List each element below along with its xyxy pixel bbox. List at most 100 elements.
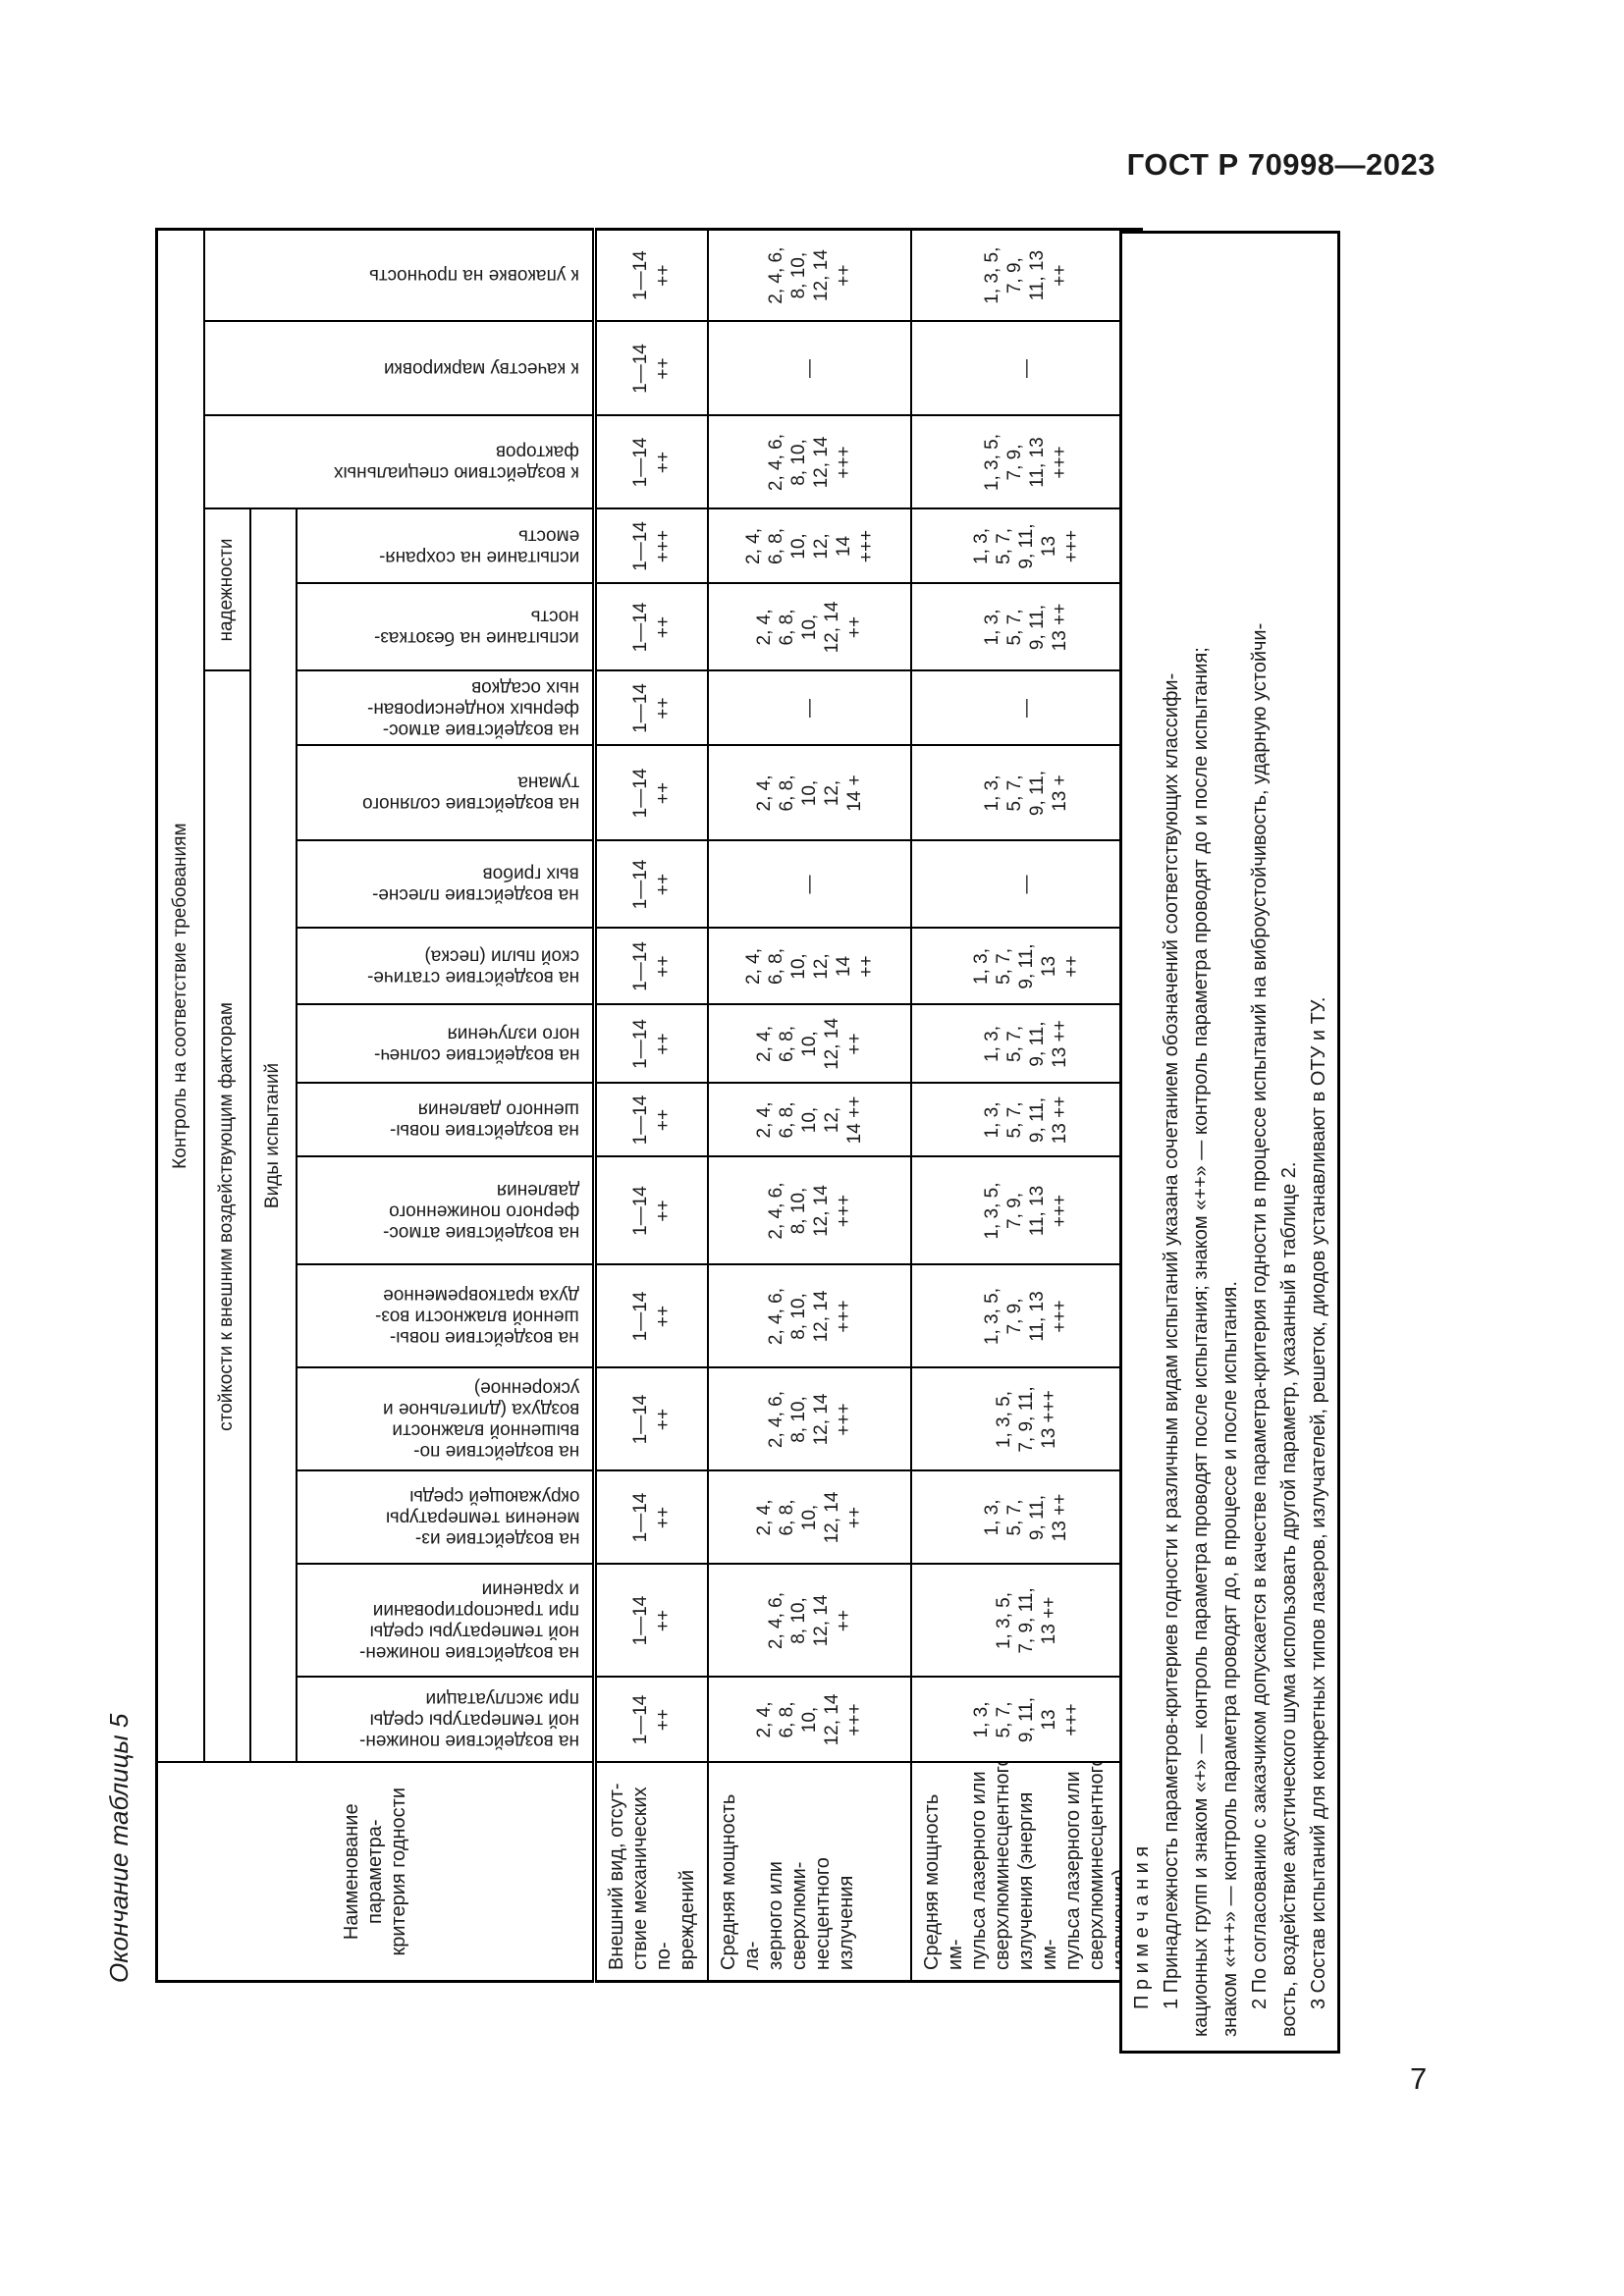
col-header-marking-quality: к качеству маркировки xyxy=(203,321,595,416)
data-cell: 1—14 ++ xyxy=(594,1677,708,1763)
col-header-storability-label: испытание на сохраня- емость xyxy=(378,525,579,568)
data-cell: 1—14 ++ xyxy=(594,1156,708,1265)
group-header-control: Контроль на соответствие требованиям xyxy=(156,229,204,1763)
note-item-1: 1 Принадлежность параметров-критериев го… xyxy=(1161,647,1241,2037)
col-header-salt-fog-label: на воздействие соляного тумана xyxy=(361,773,579,815)
table-row-pulse-power: Средняя мощность им- пульса лазерного ил… xyxy=(911,229,1142,1982)
data-cell: — xyxy=(911,321,1142,416)
data-cell: — xyxy=(708,670,911,746)
col-header-temp-change-label: на воздействие из- менения температуры о… xyxy=(385,1486,579,1550)
data-cell: 1—14 ++ xyxy=(594,1264,708,1368)
col-header-high-pressure-label: на воздействие повы- шенного давления xyxy=(390,1099,579,1142)
data-cell: 2, 4, 6, 8, 10, 12, 14 +++ xyxy=(708,508,911,584)
group-header-test-kinds: Виды испытаний xyxy=(249,508,297,1763)
data-cell: 1, 3, 5, 7, 9, 11, 13 ++ xyxy=(911,583,1142,671)
col-header-static-dust: на воздействие статиче- ской пыли (песка… xyxy=(296,928,595,1005)
col-header-packing-strength: к упаковке на прочность xyxy=(203,229,595,322)
notes-heading: П р и м е ч а н и я xyxy=(1131,1845,1153,2009)
col-header-special-factors-label: к воздействию специальных факторов xyxy=(334,442,579,484)
page-number: 7 xyxy=(1410,2061,1428,2096)
col-header-salt-fog: на воздействие соляного тумана xyxy=(296,745,595,841)
col-header-parameter-name: Наименование параметра- критерия годност… xyxy=(156,1762,595,1982)
table-row-appearance: Внешний вид, отсут- ствие механических п… xyxy=(594,229,708,1982)
data-cell: 2, 4, 6, 8, 10, 12, 14 ++ xyxy=(708,229,911,322)
data-cell: 1, 3, 5, 7, 9, 11, 13 ++ xyxy=(911,1564,1142,1678)
data-cell: 1—14 ++ xyxy=(594,321,708,416)
data-cell: — xyxy=(708,840,911,929)
data-cell: 1—14 ++ xyxy=(594,1470,708,1565)
col-header-mold-fungi-label: на воздействие плесне- вых грибов xyxy=(372,864,579,906)
data-cell: 2, 4, 6, 8, 10, 12, 14 +++ xyxy=(708,415,911,509)
header-row-group: Наименование параметра- критерия годност… xyxy=(156,229,595,1982)
col-header-low-pressure: на воздействие атмос- ферного пониженног… xyxy=(296,1156,595,1265)
data-cell: 2, 4, 6, 8, 10, 12, 14 ++ xyxy=(708,928,911,1005)
col-header-failure-free-label: испытание на безотказ- ность xyxy=(374,607,579,649)
note-item-3: 3 Состав испытаний для конкретных типов … xyxy=(1308,996,1329,2009)
data-cell: 2, 4, 6, 8, 10, 12, 14 + xyxy=(708,745,911,841)
col-header-storability: испытание на сохраня- емость xyxy=(296,508,595,584)
data-cell: 1—14 ++ xyxy=(594,670,708,746)
data-cell: 2, 4, 6, 8, 10, 12, 14 ++ xyxy=(708,1564,911,1678)
note-item-2: 2 По согласованию с заказчиком допускает… xyxy=(1249,622,1300,2037)
fitness-criteria-control-table: Наименование параметра- критерия годност… xyxy=(155,227,1143,1983)
col-header-special-factors: к воздействию специальных факторов xyxy=(203,415,595,509)
data-cell: — xyxy=(911,840,1142,929)
data-cell: 1—14 ++ xyxy=(594,229,708,322)
data-cell: 1—14 ++ xyxy=(594,583,708,671)
data-cell: 1, 3, 5, 7, 9, 11, 13 ++ xyxy=(911,1083,1142,1157)
group-header-resistance: стойкости к внешним воздействующим факто… xyxy=(203,670,250,1763)
col-header-precipitation: на воздействие атмос- ферных конденсиров… xyxy=(296,670,595,746)
data-cell: 1—14 ++ xyxy=(594,1004,708,1084)
standard-reference: ГОСТ Р 70998—2023 xyxy=(1126,147,1435,182)
data-cell: 1—14 ++ xyxy=(594,1083,708,1157)
col-header-high-pressure: на воздействие повы- шенного давления xyxy=(296,1083,595,1157)
data-cell: 2, 4, 6, 8, 10, 12, 14 +++ xyxy=(708,1264,911,1368)
data-cell: 1, 3, 5, 7, 9, 11, 13 +++ xyxy=(911,415,1142,509)
col-header-low-temp-operation: на воздействие понижен- ной температуры … xyxy=(296,1677,595,1763)
data-cell: 1—14 ++ xyxy=(594,745,708,841)
data-cell: 1—14 ++ xyxy=(594,1564,708,1678)
table-caption: Окончание таблицы 5 xyxy=(104,1713,134,1983)
data-cell: 1, 3, 5, 7, 9, 11, 13 ++ xyxy=(911,229,1142,322)
header-row-subgroup: стойкости к внешним воздействующим факто… xyxy=(203,229,595,1981)
data-cell: 1—14 ++ xyxy=(594,928,708,1005)
table-row-average-power: Средняя мощность ла- зерного или сверхлю… xyxy=(708,229,911,1982)
col-header-humidity-long: на воздействие по- вышенной влажности во… xyxy=(296,1367,595,1471)
col-header-mold-fungi: на воздействие плесне- вых грибов xyxy=(296,840,595,929)
col-header-packing-strength-label: к упаковке на прочность xyxy=(369,265,579,287)
row-name-appearance: Внешний вид, отсут- ствие механических п… xyxy=(594,1762,708,1982)
data-cell: 2, 4, 6, 8, 10, 12, 14 +++ xyxy=(708,1367,911,1471)
data-cell: 2, 4, 6, 8, 10, 12, 14 +++ xyxy=(708,1156,911,1265)
data-cell: 2, 4, 6, 8, 10, 12, 14 +++ xyxy=(708,1677,911,1763)
col-header-humidity-short: на воздействие повы- шенной влажности во… xyxy=(296,1264,595,1368)
col-header-temp-change: на воздействие из- менения температуры о… xyxy=(296,1470,595,1565)
data-cell: 1, 3, 5, 7, 9, 11, 13 +++ xyxy=(911,1677,1142,1763)
col-header-solar-radiation: на воздействие солнеч- ного излучения xyxy=(296,1004,595,1084)
data-cell: 1—14 ++ xyxy=(594,415,708,509)
data-cell: 1, 3, 5, 7, 9, 11, 13 +++ xyxy=(911,508,1142,584)
data-cell: — xyxy=(911,670,1142,746)
col-header-low-pressure-label: на воздействие атмос- ферного пониженног… xyxy=(382,1179,579,1243)
data-cell: 1—14 ++ xyxy=(594,1367,708,1471)
data-cell: 1—14 +++ xyxy=(594,508,708,584)
col-header-failure-free: испытание на безотказ- ность xyxy=(296,583,595,671)
data-cell: — xyxy=(708,321,911,416)
col-header-marking-quality-label: к качеству маркировки xyxy=(384,358,579,380)
col-header-humidity-long-label: на воздействие по- вышенной влажности во… xyxy=(382,1377,579,1463)
data-cell: 2, 4, 6, 8, 10, 12, 14 ++ xyxy=(708,1083,911,1157)
data-cell: 1, 3, 5, 7, 9, 11, 13 ++ xyxy=(911,1004,1142,1084)
data-cell: 2, 4, 6, 8, 10, 12, 14 ++ xyxy=(708,583,911,671)
data-cell: 1, 3, 5, 7, 9, 11, 13 +++ xyxy=(911,1367,1142,1471)
col-header-low-temp-transport-storage-label: на воздействие понижен- ной температуры … xyxy=(359,1578,579,1664)
col-header-low-temp-transport-storage: на воздействие понижен- ной температуры … xyxy=(296,1564,595,1678)
col-header-humidity-short-label: на воздействие повы- шенной влажности во… xyxy=(375,1285,579,1349)
row-name-pulse-power: Средняя мощность им- пульса лазерного ил… xyxy=(911,1762,1142,1982)
data-cell: 1, 3, 5, 7, 9, 11, 13 + xyxy=(911,745,1142,841)
data-cell: 1, 3, 5, 7, 9, 11, 13 +++ xyxy=(911,1156,1142,1265)
data-cell: 1, 3, 5, 7, 9, 11, 13 +++ xyxy=(911,1264,1142,1368)
col-header-static-dust-label: на воздействие статиче- ской пыли (песка… xyxy=(366,945,579,988)
group-header-reliability: надежности xyxy=(203,508,250,671)
notes-block: П р и м е ч а н и я 1 Принадлежность пар… xyxy=(1119,231,1340,2054)
